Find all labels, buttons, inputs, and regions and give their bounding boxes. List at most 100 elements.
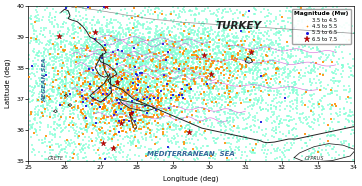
Point bbox=[191, 122, 197, 125]
Point bbox=[165, 122, 171, 125]
Point bbox=[128, 34, 134, 37]
Point bbox=[189, 32, 195, 35]
Point bbox=[277, 81, 283, 84]
Point bbox=[87, 116, 93, 119]
Point bbox=[129, 76, 135, 79]
Point bbox=[121, 73, 126, 76]
Point bbox=[244, 137, 250, 140]
Point bbox=[291, 118, 297, 121]
Point bbox=[231, 134, 237, 137]
Point bbox=[202, 110, 207, 113]
Point bbox=[307, 78, 313, 81]
Point bbox=[265, 87, 271, 90]
Point bbox=[90, 128, 96, 131]
Point bbox=[138, 98, 144, 101]
Point bbox=[256, 118, 261, 121]
Point bbox=[137, 56, 143, 59]
Point bbox=[145, 111, 151, 114]
Point bbox=[97, 121, 103, 124]
Point bbox=[167, 81, 173, 84]
Point bbox=[114, 119, 120, 122]
Point bbox=[75, 49, 81, 52]
Point bbox=[83, 113, 89, 116]
Point bbox=[185, 61, 190, 64]
Point bbox=[84, 94, 89, 97]
Point bbox=[142, 91, 148, 94]
Point bbox=[101, 87, 106, 90]
Point bbox=[143, 133, 149, 136]
Point bbox=[242, 88, 248, 91]
Point bbox=[336, 154, 342, 157]
Point bbox=[88, 49, 93, 52]
Point bbox=[38, 97, 44, 100]
Point bbox=[64, 60, 70, 63]
Point bbox=[103, 68, 109, 71]
Point bbox=[350, 65, 356, 68]
Point bbox=[178, 54, 184, 57]
Point bbox=[47, 52, 52, 55]
Point bbox=[190, 135, 196, 138]
Point bbox=[325, 134, 331, 137]
Point bbox=[189, 137, 195, 140]
Point bbox=[123, 70, 129, 73]
Point bbox=[98, 69, 104, 72]
Point bbox=[159, 69, 165, 72]
Point bbox=[101, 98, 107, 101]
Point bbox=[190, 71, 196, 74]
Point bbox=[337, 111, 342, 114]
Point bbox=[135, 108, 140, 111]
Point bbox=[143, 103, 149, 106]
Point bbox=[233, 60, 239, 63]
Point bbox=[156, 55, 161, 58]
Point bbox=[49, 100, 55, 102]
Point bbox=[213, 96, 219, 99]
Point bbox=[123, 117, 129, 120]
Point bbox=[321, 59, 327, 62]
Point bbox=[83, 114, 88, 117]
Point bbox=[163, 39, 169, 42]
Point bbox=[139, 74, 145, 77]
Point bbox=[96, 90, 102, 93]
Point bbox=[115, 114, 121, 117]
Point bbox=[307, 101, 313, 104]
Point bbox=[85, 46, 90, 49]
Point bbox=[83, 115, 89, 118]
Point bbox=[71, 46, 76, 49]
Point bbox=[50, 81, 56, 84]
Point bbox=[252, 86, 257, 89]
Point bbox=[136, 119, 142, 122]
Point bbox=[52, 55, 58, 58]
Point bbox=[62, 147, 67, 150]
Point bbox=[81, 118, 87, 121]
Point bbox=[166, 124, 172, 127]
Point bbox=[91, 52, 97, 55]
Point bbox=[332, 20, 337, 23]
Point bbox=[62, 83, 68, 86]
Point bbox=[228, 71, 234, 74]
Point bbox=[238, 56, 244, 59]
Point bbox=[102, 105, 108, 108]
Point bbox=[111, 82, 117, 85]
Point bbox=[138, 71, 143, 74]
Point bbox=[50, 79, 55, 82]
Point bbox=[268, 104, 274, 107]
Point bbox=[49, 67, 55, 70]
Point bbox=[254, 61, 260, 64]
Point bbox=[252, 115, 258, 118]
Point bbox=[160, 43, 166, 46]
Point bbox=[228, 54, 233, 57]
Point bbox=[276, 48, 282, 51]
Point bbox=[127, 93, 133, 96]
Point bbox=[235, 44, 241, 47]
Point bbox=[189, 66, 195, 69]
Point bbox=[147, 77, 152, 80]
Point bbox=[98, 117, 104, 120]
Point bbox=[203, 79, 209, 82]
Point bbox=[100, 57, 105, 60]
Point bbox=[237, 11, 243, 14]
Point bbox=[196, 66, 202, 69]
Point bbox=[122, 93, 128, 96]
Point bbox=[219, 30, 225, 33]
Point bbox=[173, 58, 179, 61]
Point bbox=[193, 80, 199, 83]
